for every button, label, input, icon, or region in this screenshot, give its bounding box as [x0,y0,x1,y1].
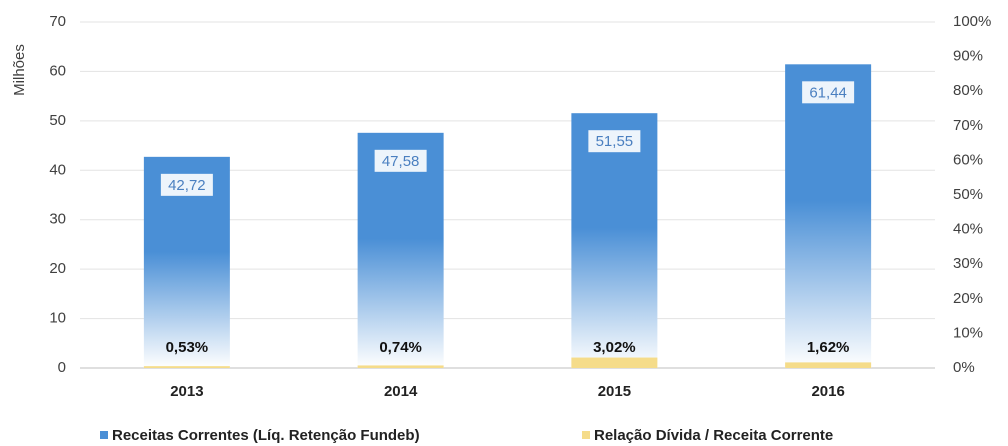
y-tick-label: 60 [49,62,66,79]
y2-tick-label: 70% [953,117,983,134]
y2-tick-label: 60% [953,151,983,168]
legend-label: Receitas Correntes (Líq. Retenção Fundeb… [112,427,420,444]
value-label: 0,74% [379,339,422,356]
y2-tick-label: 10% [953,324,983,341]
y2-tick-label: 0% [953,359,975,376]
y-axis-label: Milhões [11,44,28,96]
y2-tick-label: 90% [953,48,983,65]
y2-tick-label: 100% [953,13,991,30]
bar [571,357,658,368]
value-label: 3,02% [593,339,636,356]
value-label-bg [160,173,213,196]
y-tick-label: 10 [49,310,66,327]
y2-tick-label: 50% [953,186,983,203]
x-tick-label: 2016 [811,383,844,400]
bar [571,113,658,369]
x-tick-label: 2014 [384,383,418,400]
bar [785,362,872,368]
value-label: 0,53% [166,339,209,356]
bar [143,366,230,368]
x-tick-label: 2015 [598,383,631,400]
legend-marker [582,431,590,439]
value-label-bg [588,130,641,153]
y-tick-label: 20 [49,260,66,277]
value-label-bg [802,81,855,104]
y-tick-label: 30 [49,211,66,228]
value-label: 51,55 [596,133,634,150]
y2-tick-label: 30% [953,255,983,272]
value-label: 42,72 [168,177,206,194]
y2-tick-label: 80% [953,82,983,99]
bar [357,365,444,368]
legend-label: Relação Dívida / Receita Corrente [594,427,833,444]
value-label: 61,44 [809,84,847,101]
y-tick-label: 0 [58,359,66,376]
value-label-bg [374,149,427,172]
bar [357,132,444,368]
bar [785,64,872,369]
y2-tick-label: 40% [953,221,983,238]
x-tick-label: 2013 [170,383,203,400]
value-label: 47,58 [382,153,420,170]
value-label: 1,62% [807,339,850,356]
y-tick-label: 50 [49,112,66,129]
legend-marker [100,431,108,439]
y2-tick-label: 20% [953,290,983,307]
y-tick-label: 70 [49,13,66,30]
y-tick-label: 40 [49,161,66,178]
